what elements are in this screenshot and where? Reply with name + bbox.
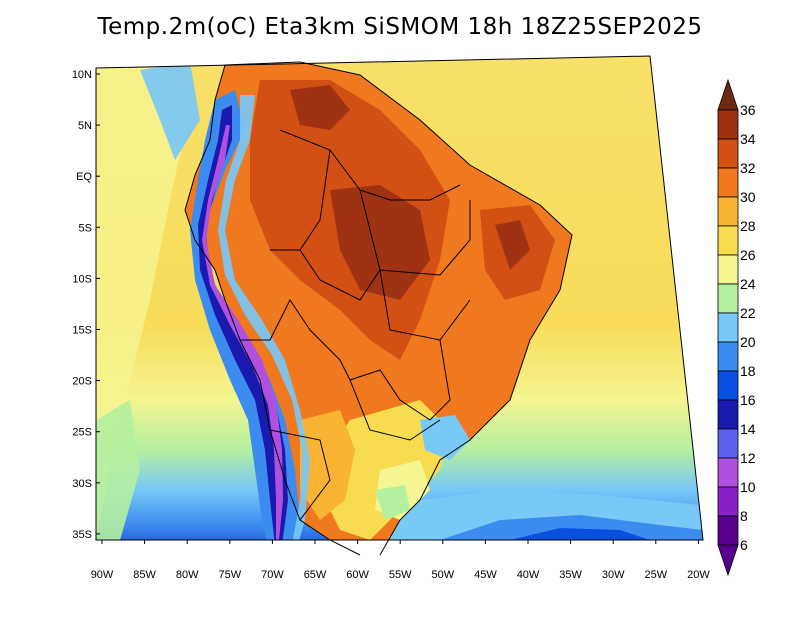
colorbar-segment <box>717 515 739 546</box>
lon-label: 85W <box>133 569 156 581</box>
lon-label: 25W <box>644 569 667 581</box>
lat-label: 10S <box>72 273 92 285</box>
lon-label: 65W <box>304 569 327 581</box>
colorbar-segment <box>717 341 739 372</box>
lon-label: 40W <box>517 569 540 581</box>
colorbar-segment <box>717 283 739 314</box>
latitude-labels: 10N 5N EQ 5S 10S 15S 20S 25S 30S 35S <box>72 69 93 541</box>
lat-label: 15S <box>72 325 92 337</box>
lon-label: 70W <box>261 569 284 581</box>
colorbar-label: 20 <box>740 334 756 350</box>
colorbar-segment <box>717 138 739 169</box>
colorbar-label: 14 <box>740 421 756 437</box>
colorbar-label: 32 <box>740 160 756 176</box>
colorbar-segment <box>717 109 739 140</box>
colorbar-segment <box>717 167 739 198</box>
longitude-labels: 90W 85W 80W 75W 70W 65W 60W 55W 50W 45W 40W 35W 30W 2… <box>91 569 711 581</box>
lon-label: 30W <box>602 569 625 581</box>
colorbar-segment <box>717 254 739 285</box>
lat-label: EQ <box>76 171 92 183</box>
lat-label: 5N <box>78 120 92 132</box>
colorbar-label: 30 <box>740 189 756 205</box>
colorbar-label: 24 <box>740 276 756 292</box>
colorbar-segment <box>717 399 739 430</box>
lon-label: 35W <box>559 569 582 581</box>
coastlines-borders <box>184 61 573 556</box>
colorbar-label: 6 <box>740 537 748 553</box>
colorbar-label: 36 <box>740 102 756 118</box>
temperature-field <box>96 56 703 540</box>
colorbar-label: 18 <box>740 363 756 379</box>
colorbar-label: 8 <box>740 508 748 524</box>
lon-label: 75W <box>218 569 241 581</box>
colorbar: 36 34 32 30 28 26 24 22 20 18 16 14 12 10 8 6 <box>717 78 756 577</box>
axis-ticks <box>96 73 699 544</box>
lon-label: 90W <box>91 569 114 581</box>
lat-label: 10N <box>72 69 92 81</box>
colorbar-label: 12 <box>740 450 756 466</box>
colorbar-label: 22 <box>740 305 756 321</box>
colorbar-label: 34 <box>740 131 756 147</box>
lon-label: 50W <box>431 569 454 581</box>
colorbar-top-arrow <box>717 78 739 111</box>
lat-label: 30S <box>72 478 92 490</box>
colorbar-label: 16 <box>740 392 756 408</box>
lon-label: 55W <box>389 569 412 581</box>
colorbar-bottom-arrow <box>717 544 739 577</box>
map-title: Temp.2m(oC) Eta3km SiSMOM 18h 18Z25SEP20… <box>97 14 703 40</box>
lat-label: 5S <box>79 222 92 234</box>
lat-label: 25S <box>72 427 92 439</box>
colorbar-label: 10 <box>740 479 756 495</box>
lon-label: 45W <box>474 569 497 581</box>
colorbar-label: 28 <box>740 218 756 234</box>
lon-label: 80W <box>176 569 199 581</box>
colorbar-segment <box>717 457 739 488</box>
lon-label: 60W <box>346 569 369 581</box>
lat-label: 20S <box>72 376 92 388</box>
colorbar-segment <box>717 312 739 343</box>
lat-label: 35S <box>72 529 92 541</box>
lon-label: 20W <box>687 569 710 581</box>
colorbar-segment <box>717 486 739 517</box>
colorbar-segment <box>717 428 739 459</box>
colorbar-segment <box>717 225 739 256</box>
colorbar-segment <box>717 196 739 227</box>
colorbar-label: 26 <box>740 247 756 263</box>
colorbar-segment <box>717 370 739 401</box>
